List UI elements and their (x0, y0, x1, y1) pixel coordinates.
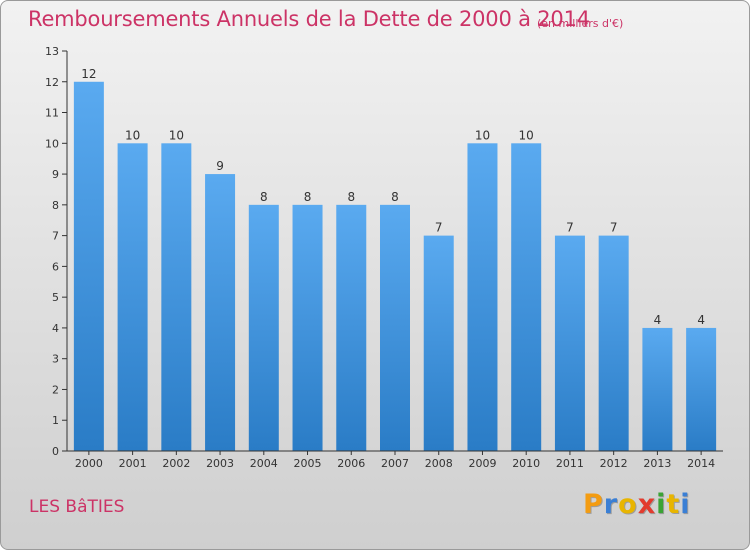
bar-value-label: 10 (519, 128, 534, 142)
commune-name: LES BâTIES (29, 497, 125, 517)
y-tick-label: 10 (45, 137, 59, 150)
bar-value-label: 9 (216, 159, 224, 173)
bar-2013 (642, 327, 673, 451)
x-tick-label: 2005 (294, 457, 322, 470)
bar-value-label: 10 (169, 128, 184, 142)
x-tick-label: 2003 (206, 457, 234, 470)
x-tick-label: 2002 (162, 457, 190, 470)
logo-letter: t (666, 489, 681, 520)
bar-2009 (467, 143, 498, 452)
bar-value-label: 10 (125, 128, 140, 142)
logo-letter: r (603, 489, 619, 520)
bar-value-label: 8 (391, 190, 399, 204)
y-tick-label: 4 (52, 322, 59, 335)
bar-2007 (380, 204, 410, 451)
bar-2003 (205, 174, 236, 452)
x-tick-label: 2013 (643, 457, 671, 470)
logo-letter: i (656, 489, 667, 520)
bars: 12 10 10 9 8 8 8 8 7 10 10 7 7 4 4 (73, 67, 717, 452)
logo-letter: x (637, 489, 657, 520)
x-tick-label: 2014 (687, 457, 715, 470)
bar-value-label: 8 (260, 190, 268, 204)
logo-letter: o (618, 489, 638, 520)
bar-2008 (423, 235, 454, 451)
y-tick-label: 2 (52, 383, 59, 396)
y-tick-label: 7 (52, 230, 59, 243)
y-tick-label: 11 (45, 107, 59, 120)
y-tick-label: 5 (52, 291, 59, 304)
chart-title: Remboursements Annuels de la Dette de 20… (28, 7, 590, 31)
x-tick-label: 2007 (381, 457, 409, 470)
y-tick-label: 3 (52, 353, 59, 366)
bar-value-label: 8 (347, 190, 355, 204)
bar-2006 (336, 204, 367, 451)
bar-value-label: 7 (435, 221, 443, 235)
bar-2001 (117, 143, 148, 452)
bar-value-label: 7 (610, 221, 618, 235)
bar-value-label: 8 (304, 190, 312, 204)
bar-value-label: 4 (654, 313, 662, 327)
bar-value-label: 7 (566, 221, 574, 235)
logo-letter: P (583, 489, 604, 520)
proxiti-logo[interactable]: Proxiti (583, 489, 691, 520)
x-tick-label: 2000 (75, 457, 103, 470)
bar-2002 (161, 143, 192, 452)
bar-2000 (73, 81, 104, 452)
bar-value-label: 10 (475, 128, 490, 142)
bar-2004 (248, 204, 279, 451)
y-tick-label: 13 (45, 45, 59, 58)
bar-2012 (598, 235, 629, 451)
x-tick-label: 2008 (425, 457, 453, 470)
x-tick-label: 2011 (556, 457, 584, 470)
bar-2011 (554, 235, 585, 451)
x-axis: 2000 2001 2002 2003 2004 2005 2006 2007 2008 2009… (67, 450, 723, 470)
x-tick-label: 2006 (337, 457, 365, 470)
y-tick-label: 12 (45, 76, 59, 89)
bar-2014 (686, 327, 717, 451)
bar-value-label: 12 (81, 67, 96, 81)
x-tick-label: 2009 (468, 457, 496, 470)
y-tick-label: 1 (52, 414, 59, 427)
y-tick-label: 9 (52, 168, 59, 181)
x-tick-label: 2012 (600, 457, 628, 470)
y-tick-label: 0 (52, 445, 59, 458)
y-tick-label: 6 (52, 260, 59, 273)
x-tick-label: 2010 (512, 457, 540, 470)
bar-2005 (292, 204, 323, 451)
x-tick-label: 2001 (119, 457, 147, 470)
bar-2010 (511, 143, 542, 452)
y-tick-label: 8 (52, 199, 59, 212)
logo-letter: i (680, 489, 691, 520)
x-tick-label: 2004 (250, 457, 278, 470)
bar-value-label: 4 (697, 313, 705, 327)
chart-subtitle: (en milliers d'€) (537, 17, 624, 30)
